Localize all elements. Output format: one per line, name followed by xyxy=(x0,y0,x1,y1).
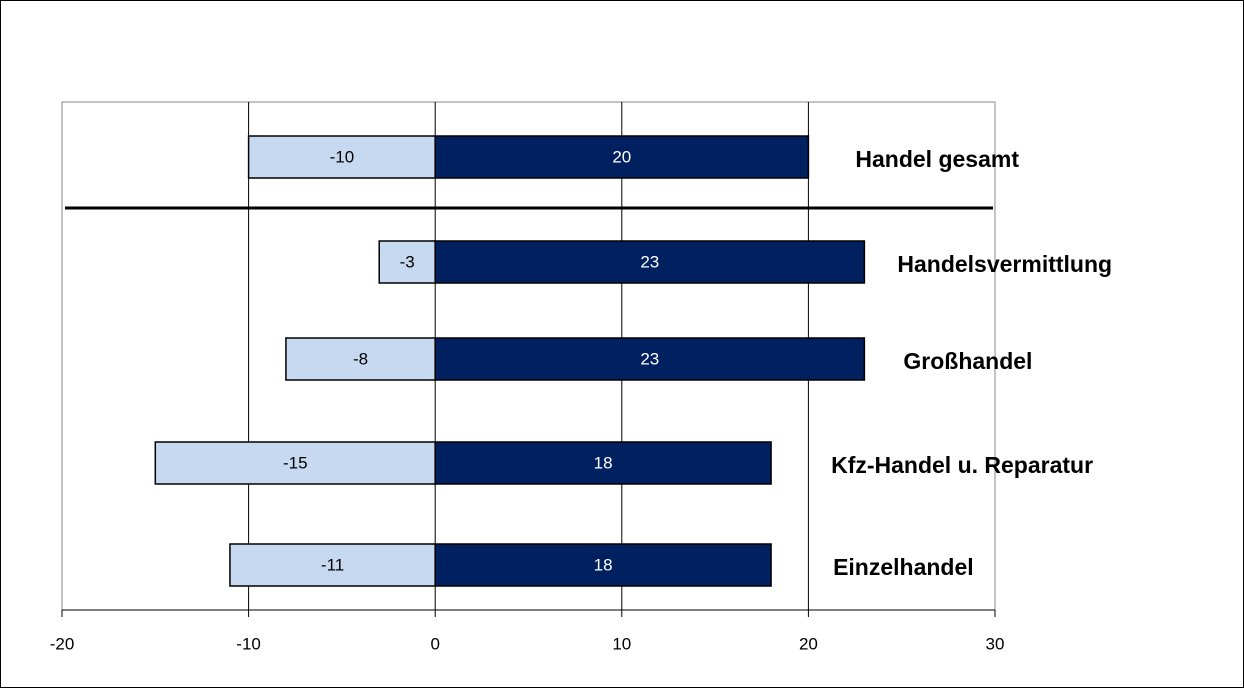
bar xyxy=(378,240,436,284)
data-label: 20 xyxy=(612,147,631,166)
bar xyxy=(434,337,866,381)
x-tick-label: 30 xyxy=(986,634,1005,653)
x-tick-label: 0 xyxy=(430,634,439,653)
bar xyxy=(285,337,436,381)
bar xyxy=(434,441,772,485)
data-label: 18 xyxy=(594,453,613,472)
x-tick-label: -20 xyxy=(50,634,75,653)
category-label: Handelsvermittlung xyxy=(897,251,1112,277)
data-label: -3 xyxy=(400,252,415,271)
x-tick-label: 20 xyxy=(799,634,818,653)
data-label: -15 xyxy=(283,453,308,472)
data-label: 18 xyxy=(594,555,613,574)
bar xyxy=(247,135,436,179)
category-label: Großhandel xyxy=(903,348,1032,374)
x-tick-label: -10 xyxy=(236,634,261,653)
data-label: -10 xyxy=(330,147,355,166)
bar xyxy=(154,441,436,485)
data-label: 23 xyxy=(640,252,659,271)
bar xyxy=(434,240,866,284)
category-label: Kfz-Handel u. Reparatur xyxy=(831,452,1093,478)
category-label: Handel gesamt xyxy=(855,146,1019,172)
bar xyxy=(229,543,436,587)
data-label: 23 xyxy=(640,349,659,368)
bar xyxy=(434,135,810,179)
bar xyxy=(434,543,772,587)
data-label: -8 xyxy=(353,349,368,368)
x-tick-label: 10 xyxy=(612,634,631,653)
category-label: Einzelhandel xyxy=(833,554,974,580)
data-label: -11 xyxy=(321,555,344,574)
